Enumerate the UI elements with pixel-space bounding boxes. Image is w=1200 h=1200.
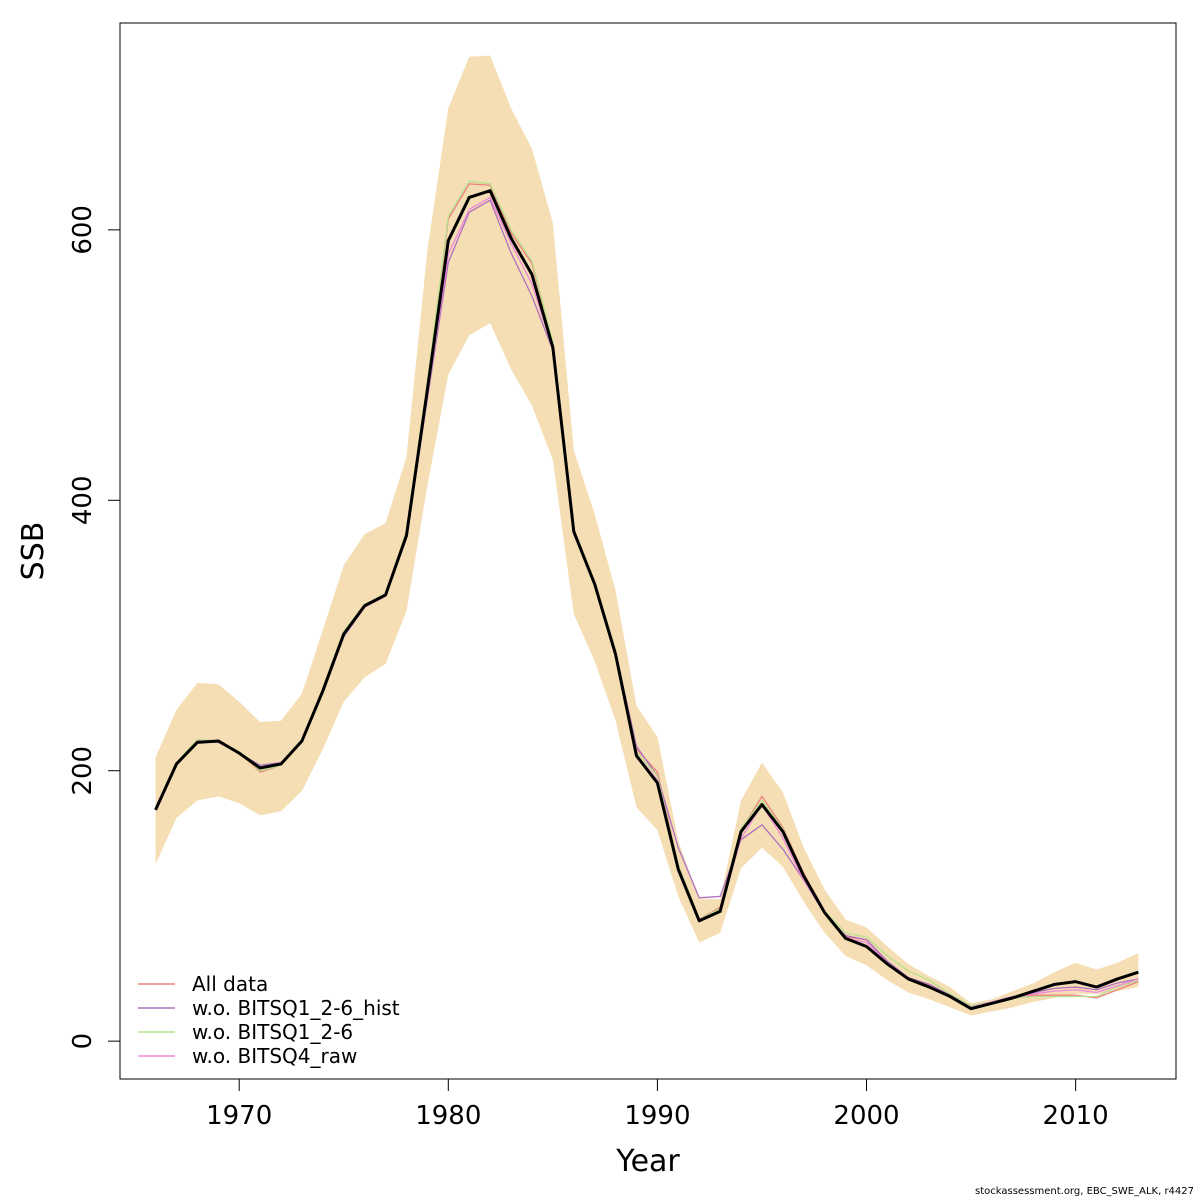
y-tick-label: 400 [68, 475, 98, 525]
y-tick-label: 200 [68, 746, 98, 796]
footer-credit: stockassessment.org, EBC_SWE_ALK, r4427 [975, 1186, 1194, 1197]
series-line-estimate [154, 189, 1139, 1011]
x-tick-label: 1990 [624, 1101, 690, 1131]
legend-label: w.o. BITSQ4_raw [192, 1044, 357, 1068]
legend-label: w.o. BITSQ1_2-6 [192, 1020, 353, 1044]
y-axis-title: SSB [16, 522, 51, 581]
x-tick-label: 1970 [206, 1101, 272, 1131]
legend-label: All data [192, 972, 268, 996]
x-axis: 1970 1980 1990 2000 2010 [206, 1078, 1109, 1131]
confidence-band [155, 55, 1139, 1016]
series-line-1 [154, 183, 1139, 1007]
confidence-band-layer [155, 55, 1139, 1016]
plot-frame [119, 22, 1177, 1080]
x-tick-label: 2010 [1043, 1101, 1109, 1131]
y-tick-label: 0 [68, 1033, 98, 1050]
legend-label: w.o. BITSQ1_2-6_hist [192, 996, 400, 1020]
x-axis-title: Year [615, 1144, 680, 1179]
y-tick-label: 600 [68, 205, 98, 255]
series-line-2 [154, 199, 1139, 1007]
y-axis: 0 200 400 600 [68, 205, 121, 1050]
series-layer [154, 180, 1139, 1011]
series-line-3 [154, 180, 1139, 1007]
x-tick-label: 1980 [415, 1101, 481, 1131]
series-line-4 [154, 196, 1139, 1008]
x-tick-label: 2000 [833, 1101, 899, 1131]
